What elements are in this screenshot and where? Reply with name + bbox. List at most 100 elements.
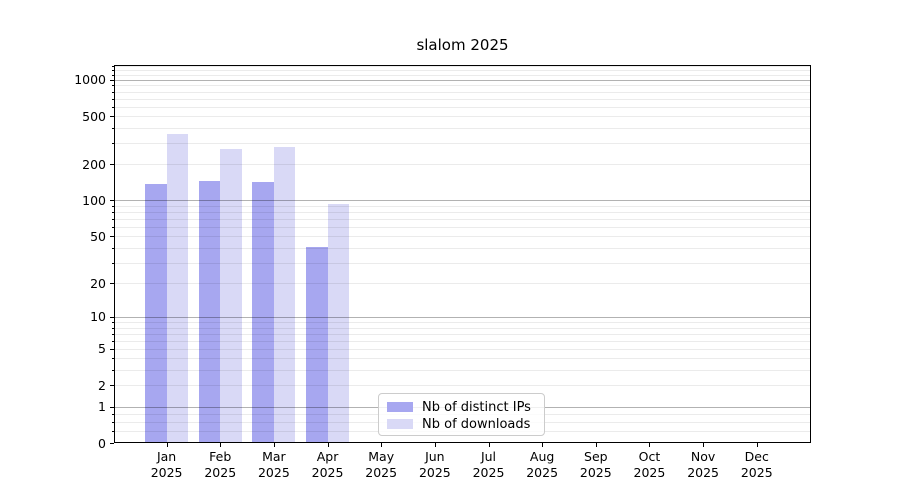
bar-downloads-apr-2025 bbox=[327, 204, 350, 443]
gridline-minor-90 bbox=[114, 205, 811, 207]
y-minor-tick-mark-7 bbox=[111, 333, 114, 335]
plot-area bbox=[114, 65, 811, 443]
bar-downloads-mar-2025 bbox=[273, 147, 296, 443]
gridline-minor-70 bbox=[114, 218, 811, 220]
y-minor-tick-mark-300 bbox=[111, 143, 114, 145]
gridline-minor-5 bbox=[114, 348, 811, 350]
y-minor-tick-mark-400 bbox=[111, 128, 114, 130]
y-tick-mark-50 bbox=[110, 236, 114, 238]
gridline-minor-30 bbox=[114, 262, 811, 264]
y-tick-mark-1000 bbox=[110, 79, 114, 81]
x-tick-mark-jul-2025 bbox=[488, 443, 490, 447]
y-tick-mark-20 bbox=[110, 283, 114, 284]
gridline-minor-80 bbox=[114, 212, 811, 214]
y-tick-label-10: 10 bbox=[90, 309, 106, 325]
y-minor-tick-mark-1100 bbox=[111, 74, 114, 76]
gridline-major-10 bbox=[114, 316, 811, 318]
x-tick-mark-feb-2025 bbox=[220, 443, 222, 447]
x-tick-mark-aug-2025 bbox=[542, 443, 544, 447]
bar-distinct-ips-jan-2025 bbox=[145, 184, 167, 443]
y-tick-label-50: 50 bbox=[90, 228, 106, 244]
gridline-minor-1200 bbox=[114, 70, 811, 72]
y-tick-label-100: 100 bbox=[82, 192, 106, 208]
y-minor-tick-mark-9 bbox=[111, 322, 114, 323]
y-minor-tick-mark-3 bbox=[111, 370, 114, 372]
y-minor-tick-mark-600 bbox=[111, 106, 114, 108]
x-tick-mark-jan-2025 bbox=[166, 443, 168, 447]
x-tick-label-may-2025: May 2025 bbox=[365, 449, 398, 480]
gridline-minor-7 bbox=[114, 333, 811, 335]
y-minor-tick-mark-0.75 bbox=[111, 413, 114, 415]
y-tick-mark-500 bbox=[110, 116, 114, 118]
bar-distinct-ips-apr-2025 bbox=[306, 246, 328, 443]
x-tick-label-apr-2025: Apr 2025 bbox=[311, 449, 344, 480]
gridline-minor-40 bbox=[114, 247, 811, 249]
y-tick-mark-10 bbox=[110, 316, 114, 318]
gridline-minor-4 bbox=[114, 358, 811, 360]
legend-item-distinct-ips: Nb of distinct IPs bbox=[387, 399, 536, 415]
y-tick-mark-1 bbox=[110, 406, 114, 408]
gridline-major-100 bbox=[114, 200, 811, 202]
gridline-minor-60 bbox=[114, 226, 811, 228]
gridline-minor-900 bbox=[114, 85, 811, 87]
gridline-minor-9 bbox=[114, 322, 811, 323]
y-tick-label-2: 2 bbox=[98, 377, 106, 393]
y-minor-tick-mark-6 bbox=[111, 340, 114, 342]
legend-swatch-downloads bbox=[387, 419, 413, 429]
y-tick-label-200: 200 bbox=[82, 156, 106, 172]
y-minor-tick-mark-900 bbox=[111, 85, 114, 87]
y-tick-mark-100 bbox=[110, 200, 114, 202]
y-minor-tick-mark-700 bbox=[111, 98, 114, 100]
gridline-minor-800 bbox=[114, 91, 811, 93]
gridline-minor-600 bbox=[114, 106, 811, 108]
x-tick-mark-may-2025 bbox=[381, 443, 383, 447]
y-tick-mark-0 bbox=[110, 443, 114, 444]
gridline-minor-400 bbox=[114, 128, 811, 130]
x-tick-mark-apr-2025 bbox=[327, 443, 329, 447]
x-tick-label-aug-2025: Aug 2025 bbox=[526, 449, 559, 480]
y-minor-tick-mark-40 bbox=[111, 247, 114, 249]
y-minor-tick-mark-70 bbox=[111, 218, 114, 220]
legend: Nb of distinct IPs Nb of downloads bbox=[378, 393, 545, 436]
y-minor-tick-mark-1200 bbox=[111, 70, 114, 72]
legend-label-downloads: Nb of downloads bbox=[422, 416, 531, 432]
y-tick-label-1: 1 bbox=[98, 399, 106, 415]
y-minor-tick-mark-4 bbox=[111, 358, 114, 360]
y-minor-tick-mark-1300 bbox=[111, 66, 114, 68]
legend-swatch-distinct-ips bbox=[387, 402, 413, 412]
gridline-minor-2 bbox=[114, 385, 811, 387]
x-tick-mark-mar-2025 bbox=[273, 443, 275, 447]
y-minor-tick-mark-90 bbox=[111, 205, 114, 207]
gridline-minor-8 bbox=[114, 327, 811, 329]
gridline-minor-700 bbox=[114, 98, 811, 100]
gridline-minor-50 bbox=[114, 236, 811, 238]
bar-downloads-jan-2025 bbox=[166, 134, 189, 443]
legend-label-distinct-ips: Nb of distinct IPs bbox=[422, 399, 531, 415]
x-tick-mark-oct-2025 bbox=[649, 443, 651, 447]
y-tick-mark-200 bbox=[110, 164, 114, 166]
y-minor-tick-mark-0.5 bbox=[111, 421, 114, 423]
x-tick-mark-sep-2025 bbox=[595, 443, 597, 447]
chart-title: slalom 2025 bbox=[416, 36, 509, 54]
y-minor-tick-mark-0.25 bbox=[111, 431, 114, 433]
x-tick-label-jun-2025: Jun 2025 bbox=[418, 449, 451, 480]
x-tick-mark-nov-2025 bbox=[703, 443, 705, 447]
bar-downloads-feb-2025 bbox=[220, 149, 242, 443]
y-minor-tick-mark-800 bbox=[111, 91, 114, 93]
gridline-minor-500 bbox=[114, 116, 811, 118]
bar-distinct-ips-mar-2025 bbox=[252, 182, 274, 443]
legend-item-downloads: Nb of downloads bbox=[387, 416, 536, 432]
x-tick-label-mar-2025: Mar 2025 bbox=[257, 449, 290, 480]
y-tick-label-500: 500 bbox=[82, 108, 106, 124]
gridline-minor-200 bbox=[114, 164, 811, 166]
x-tick-label-oct-2025: Oct 2025 bbox=[633, 449, 666, 480]
x-tick-mark-jun-2025 bbox=[434, 443, 436, 447]
gridline-major-1000 bbox=[114, 79, 811, 81]
gridline-minor-6 bbox=[114, 340, 811, 342]
bar-distinct-ips-feb-2025 bbox=[198, 181, 221, 443]
gridline-minor-1100 bbox=[114, 74, 811, 76]
y-minor-tick-mark-8 bbox=[111, 327, 114, 329]
gridline-minor-3 bbox=[114, 370, 811, 372]
gridline-minor-1300 bbox=[114, 66, 811, 68]
